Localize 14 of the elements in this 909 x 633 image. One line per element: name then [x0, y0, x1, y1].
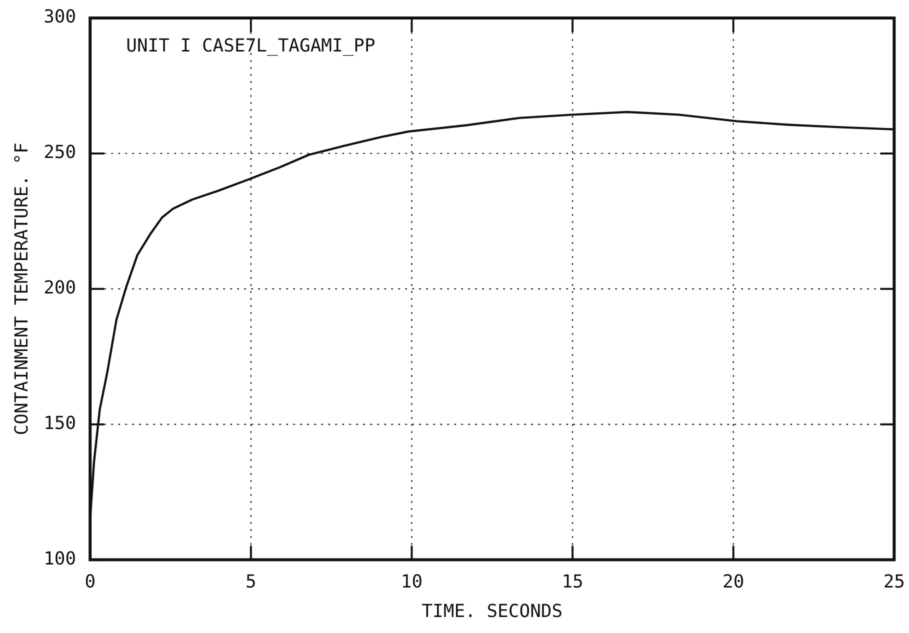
y-tick-label: 300 [44, 6, 76, 28]
x-tick-label: 20 [722, 571, 744, 592]
y-tick-label: 100 [44, 548, 76, 570]
x-tick-label: 15 [562, 571, 584, 592]
x-tick-label: 0 [84, 571, 96, 592]
x-tick-label: 25 [883, 571, 906, 592]
y-tick-label: 200 [44, 278, 76, 299]
x-axis-title: TIME. SECONDS [422, 600, 563, 622]
x-tick-label: 10 [400, 571, 423, 592]
y-tick-label: 150 [44, 413, 76, 434]
annotation: UNIT I CASE7L_TAGAMI_PP [126, 36, 376, 57]
x-tick-label: 5 [246, 571, 256, 592]
y-axis-title: CONTAINMENT TEMPERATURE. °F [11, 142, 32, 436]
y-tick-label: 250 [44, 142, 76, 164]
